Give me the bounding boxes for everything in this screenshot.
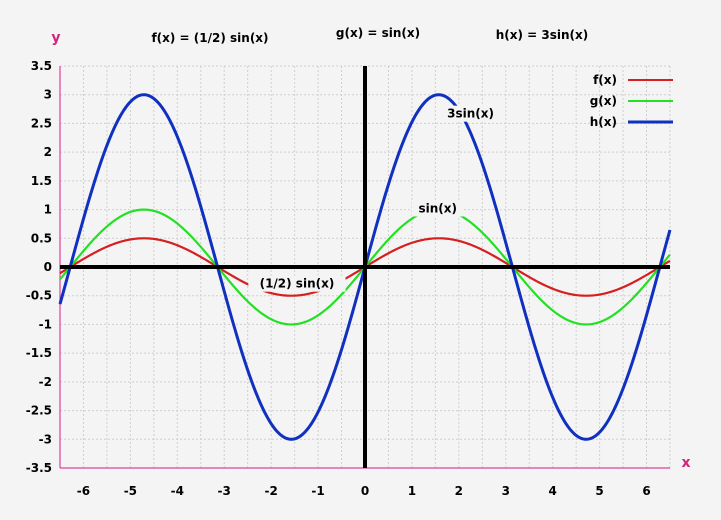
- annotation-background: [440, 105, 501, 122]
- y-tick-label: 0.5: [31, 231, 52, 245]
- curve-annotations: 3sin(x) sin(x) (1/2) sin(x): [248, 105, 501, 292]
- axes: [60, 66, 670, 468]
- x-axis-label: x: [681, 455, 690, 471]
- tick-labels: -3.5 -3 -2.5 -2 -1.5 -1 -0.5 0 0.5 1 1.5 2 2.5 3 3.5 -6…: [26, 59, 651, 498]
- x-tick-label: -4: [171, 484, 184, 498]
- x-tick-label: -2: [264, 484, 277, 498]
- x-tick-label: 6: [642, 484, 650, 498]
- y-tick-label: -1.5: [26, 346, 52, 360]
- y-tick-label: 1.5: [31, 174, 52, 188]
- heading-g: g(x) = sin(x): [336, 26, 420, 40]
- annotation-background: [411, 200, 464, 217]
- y-tick-label: 0: [44, 260, 52, 274]
- x-tick-label: -3: [218, 484, 231, 498]
- x-tick-label: 5: [595, 484, 603, 498]
- y-tick-label: 3: [44, 88, 52, 102]
- y-tick-label: 2: [44, 145, 52, 159]
- x-tick-label: 1: [408, 484, 416, 498]
- annotation-background: [248, 275, 346, 292]
- x-tick-label: 2: [455, 484, 463, 498]
- curve-annotation: sin(x): [418, 201, 457, 215]
- x-tick-label: 4: [549, 484, 557, 498]
- curve-annotation: 3sin(x): [447, 107, 494, 121]
- x-tick-label: 0: [361, 484, 369, 498]
- legend: f(x) g(x) h(x): [590, 73, 673, 129]
- y-tick-label: -1: [39, 317, 52, 331]
- y-tick-label: 2.5: [31, 116, 52, 130]
- legend-label: h(x): [590, 115, 617, 129]
- x-tick-label: -5: [124, 484, 137, 498]
- x-tick-label: -6: [77, 484, 90, 498]
- curve-annotation: (1/2) sin(x): [260, 277, 335, 291]
- y-tick-label: -2.5: [26, 404, 52, 418]
- y-tick-label: -0.5: [26, 289, 52, 303]
- heading-f: f(x) = (1/2) sin(x): [151, 31, 268, 45]
- x-tick-label: 3: [502, 484, 510, 498]
- heading-h: h(x) = 3sin(x): [496, 28, 589, 42]
- legend-label: f(x): [593, 73, 617, 87]
- legend-label: g(x): [590, 94, 617, 108]
- y-tick-label: 3.5: [31, 59, 52, 73]
- y-tick-label: -3.5: [26, 461, 52, 475]
- y-tick-label: -2: [39, 375, 52, 389]
- x-tick-label: -1: [311, 484, 324, 498]
- y-tick-label: 1: [44, 203, 52, 217]
- y-axis-label: y: [51, 30, 60, 46]
- y-tick-label: -3: [39, 432, 52, 446]
